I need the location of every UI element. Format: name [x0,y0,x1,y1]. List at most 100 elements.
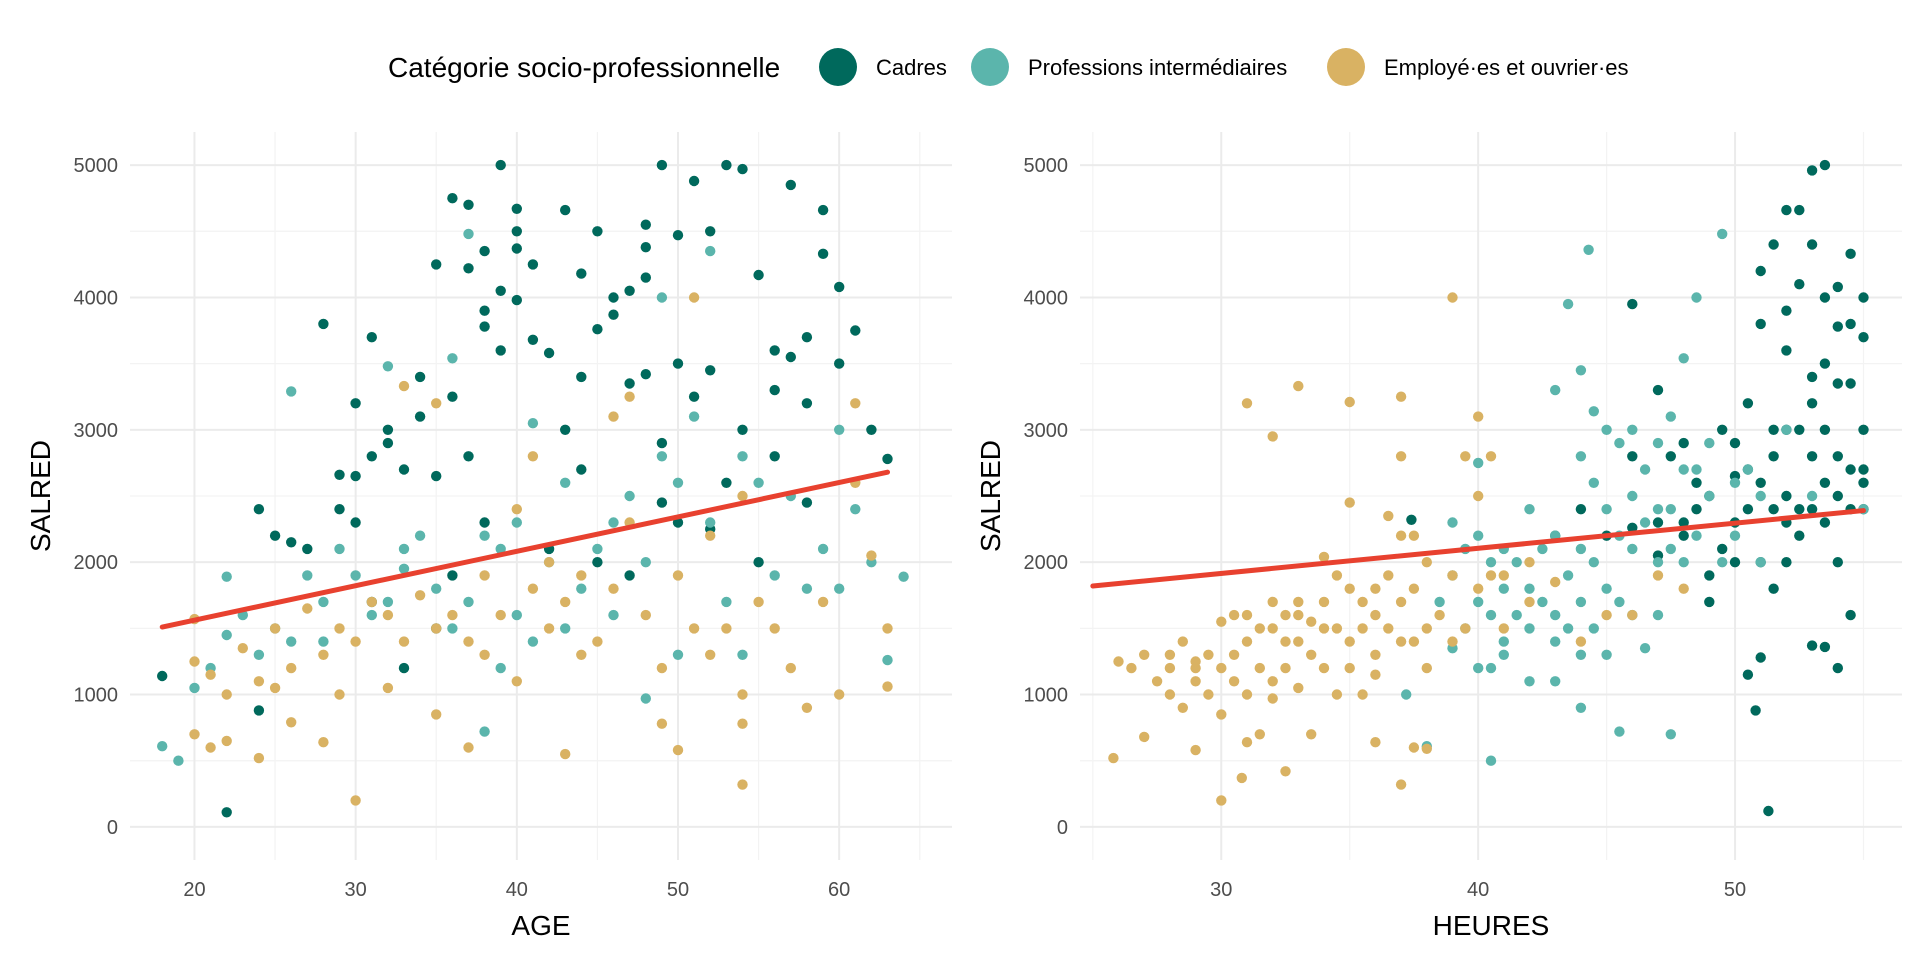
data-point [1794,504,1805,515]
data-point [1794,530,1805,541]
data-point [1781,557,1792,568]
data-point [737,424,748,435]
data-point [1254,662,1266,674]
data-point [560,623,571,634]
data-point [1755,490,1766,502]
data-point [350,570,361,581]
data-point [737,451,748,462]
data-point [656,662,668,674]
data-point [801,583,813,594]
grid-1 [1080,132,1902,860]
data-point [1819,517,1831,528]
data-point [1806,371,1818,383]
data-point [1331,623,1343,634]
data-point [205,742,216,753]
data-point [1406,514,1417,525]
series-0 [157,159,893,818]
data-point [527,451,539,462]
data-point [1691,464,1702,475]
data-point [688,391,700,402]
data-point [1280,662,1291,674]
x-axis-title: HEURES [1433,910,1550,941]
y-tick-label: 1000 [74,685,119,707]
data-point [1254,623,1266,634]
data-point [1755,652,1766,663]
data-point [479,245,490,257]
trend-line [1090,508,1866,589]
data-point [1691,292,1702,303]
data-point [1498,623,1510,634]
data-point [1665,729,1677,740]
data-point [334,623,345,634]
data-point [1575,543,1587,555]
data-point [1819,641,1831,653]
data-point [801,332,813,343]
data-point [286,386,297,397]
data-point [1704,596,1715,608]
data-point [511,243,522,254]
data-point [1408,742,1420,753]
data-point [479,305,490,316]
data-point [527,418,539,429]
data-point [1832,451,1844,462]
x-tick-label: 40 [506,879,528,901]
data-point [1460,451,1471,462]
data-point [1550,609,1561,621]
data-point [1742,398,1754,409]
data-point [1485,609,1497,621]
data-point [1447,570,1458,581]
data-point [1819,424,1831,435]
data-point [1832,490,1844,502]
data-point [705,517,716,528]
data-point [1562,623,1574,634]
data-point [769,623,780,634]
data-point [447,391,458,402]
data-point [1421,623,1433,634]
data-point [1588,406,1600,417]
data-point [608,517,619,528]
data-point [1460,623,1471,634]
data-point [1583,244,1594,255]
data-point [1421,662,1433,674]
data-point [576,583,587,594]
data-point [608,292,619,303]
data-point [1216,616,1227,627]
data-point [1485,755,1497,766]
data-point [753,269,764,281]
data-point [1652,609,1664,621]
data-point [1768,424,1779,435]
data-point [157,670,168,682]
data-point [1370,649,1381,660]
data-point [1306,649,1317,660]
data-point [495,543,506,555]
series-2 [189,292,893,806]
data-point [1652,384,1664,396]
data-point [850,398,861,409]
data-point [1357,689,1368,700]
data-point [785,351,796,363]
data-point [398,464,410,475]
data-point [1858,332,1869,343]
data-point [543,623,555,634]
data-point [1691,477,1702,488]
data-point [1401,689,1412,700]
data-point [672,744,684,756]
y-tick-label: 3000 [1024,420,1069,442]
data-point [1665,451,1677,462]
data-point [221,807,232,818]
data-point [688,292,700,303]
data-point [1717,543,1728,555]
data-point [1473,583,1484,594]
data-point [1781,305,1792,316]
data-point [1370,583,1381,594]
legend: Catégorie socio-professionnelle Cadres Pr… [388,48,1629,86]
data-point [640,693,651,704]
data-point [382,609,394,621]
data-point [1434,609,1445,621]
data-point [801,398,813,409]
data-point [672,358,684,369]
data-point [560,748,571,760]
data-point [511,504,522,515]
